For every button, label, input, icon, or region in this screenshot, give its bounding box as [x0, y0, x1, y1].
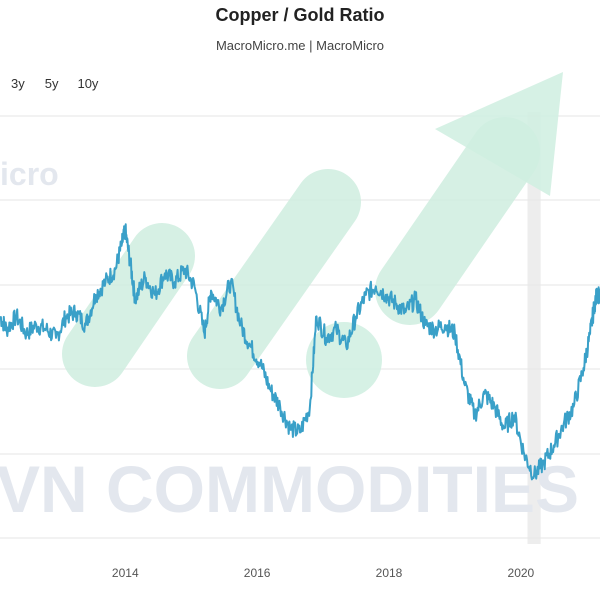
x-axis-ticks: 2014 2016 2018 2020: [112, 566, 535, 580]
x-tick-label-2014: 2014: [112, 566, 139, 580]
range-button-5y[interactable]: 5y: [44, 76, 59, 91]
series-line-copper-gold: [0, 223, 600, 481]
watermark-bar-left: [62, 223, 195, 387]
x-tick-label-2020: 2020: [508, 566, 535, 580]
chart-title: Copper / Gold Ratio: [215, 5, 385, 25]
x-tick-label-2018: 2018: [376, 566, 403, 580]
range-button-10y[interactable]: 10y: [77, 76, 99, 91]
highlight-band: [527, 112, 541, 544]
chart-subtitle: MacroMicro.me | MacroMicro: [215, 38, 385, 53]
range-button-3y[interactable]: 3y: [11, 76, 25, 91]
x-tick-label-2016: 2016: [244, 566, 271, 580]
range-selector: 3y 5y 10y: [0, 76, 98, 96]
watermark-arrow-shaft: [375, 117, 540, 325]
watermark-logo-graphic: [62, 72, 563, 398]
watermark-logo-text: icro: [0, 156, 59, 192]
watermark-bar-middle: [187, 169, 361, 389]
watermark-banner-text: VN COMMODITIES: [0, 452, 579, 526]
watermark-arrow-head: [435, 72, 563, 196]
watermark-dot: [306, 322, 382, 398]
